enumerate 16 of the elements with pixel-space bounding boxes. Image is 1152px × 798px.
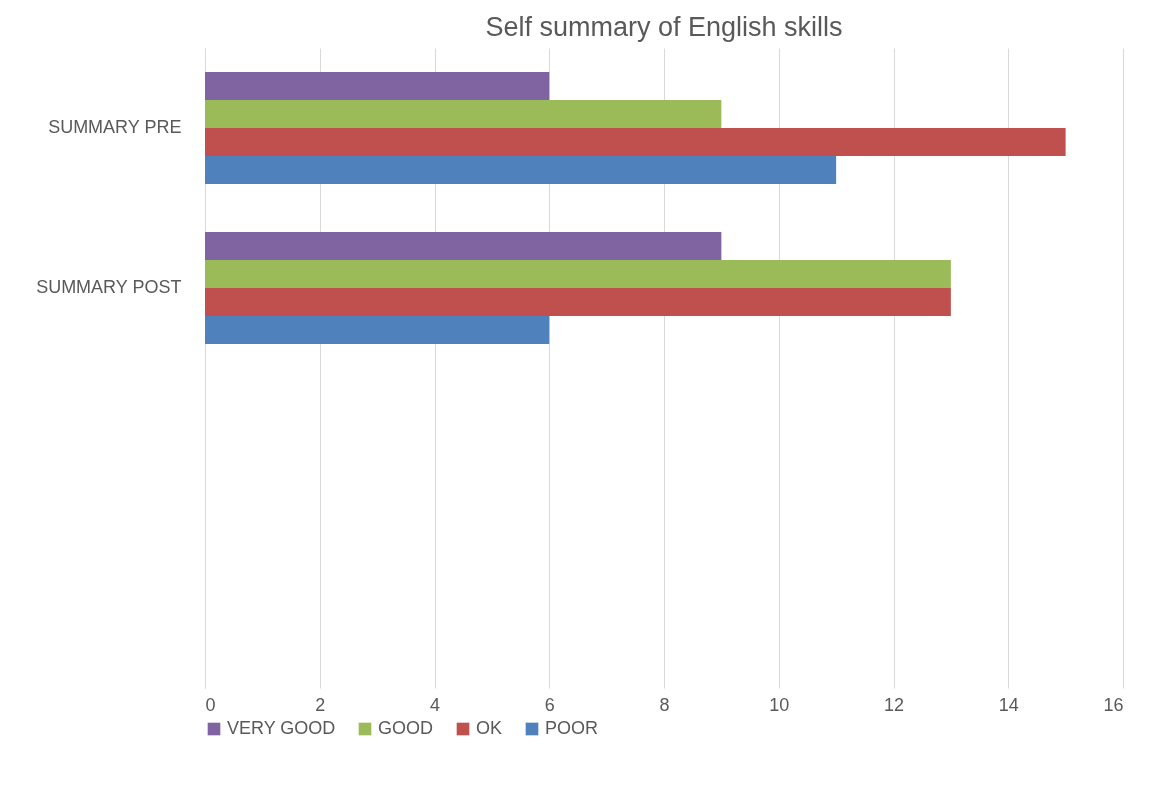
x-tick-label: 10: [769, 694, 790, 715]
chart-title: Self summary of English skills: [485, 12, 843, 42]
y-tick-label: SUMMARY PRE: [48, 117, 182, 137]
y-tick-label: SUMMARY POST: [36, 277, 182, 297]
x-tick-label: 14: [998, 694, 1019, 715]
x-tick-label: 16: [1103, 694, 1124, 715]
legend-label: VERY GOOD: [227, 718, 336, 738]
legend-label: GOOD: [378, 718, 434, 738]
x-tick-label: 6: [544, 694, 555, 715]
legend-label: OK: [476, 718, 503, 738]
legend-label: POOR: [545, 718, 599, 738]
x-tick-label: 0: [205, 694, 216, 715]
x-tick-label: 4: [429, 694, 441, 715]
x-tick-label: 2: [315, 694, 326, 715]
x-tick-label: 8: [659, 694, 670, 715]
x-tick-label: 12: [883, 694, 905, 715]
